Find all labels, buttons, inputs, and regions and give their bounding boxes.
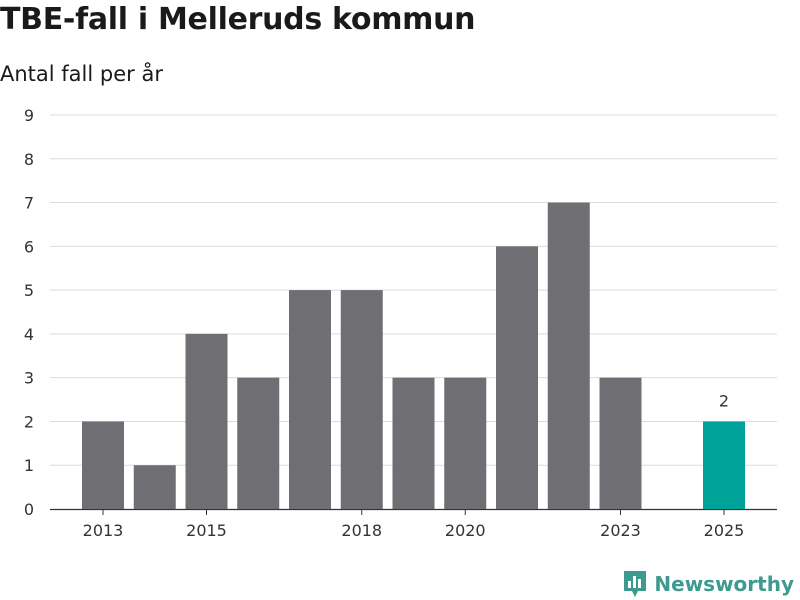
bar-2021 [496, 246, 538, 510]
x-tick-label-2023: 2023 [600, 521, 641, 540]
bar-2014 [133, 465, 176, 509]
y-tick-label-2: 2 [24, 412, 34, 431]
x-tick-label-2020: 2020 [445, 521, 486, 540]
bars [82, 202, 745, 510]
newsworthy-logo-icon [624, 571, 647, 597]
bar-2020 [444, 377, 487, 509]
bar-2023 [599, 377, 642, 509]
y-tick-label-1: 1 [24, 456, 34, 475]
y-tick-label-6: 6 [24, 237, 34, 256]
y-tick-label-8: 8 [24, 150, 34, 169]
chart-title: TBE-fall i Melleruds kommun [0, 2, 476, 37]
y-tick-label-5: 5 [24, 281, 34, 300]
bar-2015 [185, 333, 228, 509]
labels: 0 1 2 3 4 5 6 7 8 9 2013 2015 2018 2020 2023 2025 2 [24, 106, 745, 540]
bar-2016 [237, 377, 280, 509]
chart-subtitle: Antal fall per år [0, 62, 163, 86]
y-tick-label-3: 3 [24, 369, 34, 388]
brand: Newsworthy [622, 568, 794, 600]
x-tick-label-2018: 2018 [341, 521, 382, 540]
x-tick-label-2015: 2015 [186, 521, 227, 540]
y-tick-label-4: 4 [24, 325, 34, 344]
data-label-2025: 2 [719, 391, 729, 410]
y-tick-label-7: 7 [24, 194, 34, 213]
y-tick-label-9: 9 [24, 106, 34, 125]
y-tick-label-0: 0 [24, 500, 34, 519]
bar-2019 [392, 377, 435, 509]
x-tick-label-2013: 2013 [83, 521, 124, 540]
bar-2018 [340, 290, 383, 509]
brand-name: Newsworthy [654, 572, 794, 596]
bar-2025 [703, 421, 745, 509]
bar-2017 [289, 290, 331, 509]
x-tick-label-2025: 2025 [704, 521, 745, 540]
bar-2022 [547, 202, 590, 510]
bar-2013 [82, 421, 124, 509]
